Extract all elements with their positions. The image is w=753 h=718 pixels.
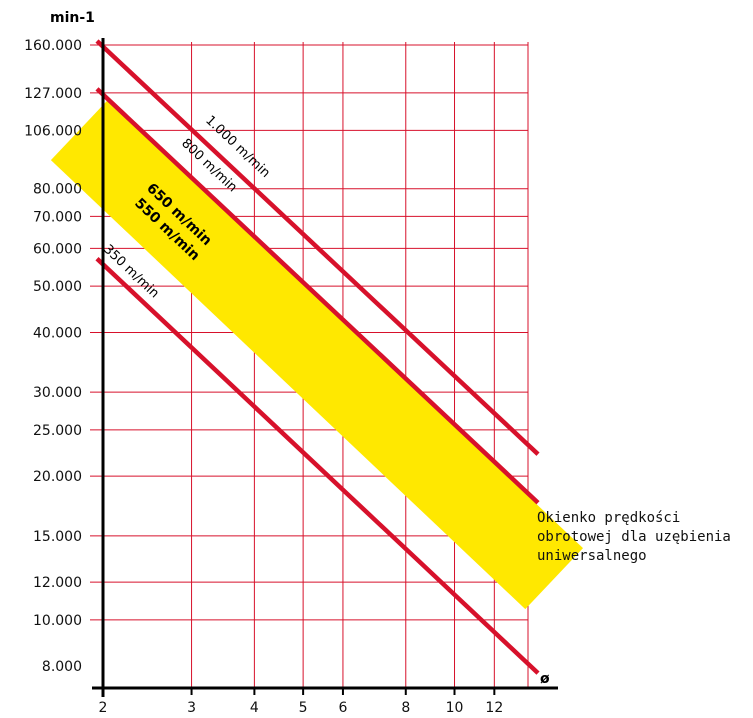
speed-line — [95, 39, 540, 456]
axes — [92, 38, 558, 697]
x-tick-label: 6 — [338, 700, 347, 716]
y-tick-label: 25.000 — [33, 423, 82, 439]
x-tick-labels: 2 3 4 5 6 8 10 12 — [99, 700, 504, 716]
x-tick-label: 10 — [446, 700, 464, 716]
speed-line — [95, 87, 540, 505]
x-axis-title: ø — [540, 671, 550, 687]
y-tick-label: 60.000 — [33, 241, 82, 257]
y-tick-label: 8.000 — [42, 659, 82, 675]
y-tick-label: 30.000 — [33, 385, 82, 401]
y-tick-label: 80.000 — [33, 182, 82, 198]
speed-line — [95, 257, 540, 675]
y-tick-label: 10.000 — [33, 613, 82, 629]
annotation-line-1: Okienko prędkości — [537, 510, 680, 526]
x-tick-label: 12 — [485, 700, 503, 716]
speed-band — [50, 99, 584, 610]
x-tick-label: 8 — [401, 700, 410, 716]
y-tick-labels: 160.000 127.000 106.000 80.000 70.000 60.000 5… — [24, 38, 82, 675]
y-tick-label: 160.000 — [24, 38, 82, 54]
speed-band-layer — [50, 99, 584, 610]
y-tick-label: 15.000 — [33, 529, 82, 545]
y-tick-label: 106.000 — [24, 123, 82, 139]
x-tick-label: 5 — [299, 700, 308, 716]
speed-lines-layer — [95, 39, 540, 675]
x-tick-label: 2 — [99, 700, 108, 716]
annotation-text: Okienko prędkości obrotowej dla uzębieni… — [537, 510, 739, 564]
y-tick-label: 70.000 — [33, 209, 82, 225]
annotation-line-2: obrotowej dla uzębienia — [537, 529, 731, 545]
y-tick-label: 50.000 — [33, 279, 82, 295]
y-tick-label: 127.000 — [24, 86, 82, 102]
annotation-line-3: uniwersalnego — [537, 548, 647, 564]
y-tick-label: 40.000 — [33, 325, 82, 341]
x-tick-label: 4 — [250, 700, 259, 716]
y-tick-label: 12.000 — [33, 575, 82, 591]
y-tick-label: 20.000 — [33, 469, 82, 485]
y-axis-title: min-1 — [50, 10, 95, 26]
x-tick-label: 3 — [187, 700, 196, 716]
